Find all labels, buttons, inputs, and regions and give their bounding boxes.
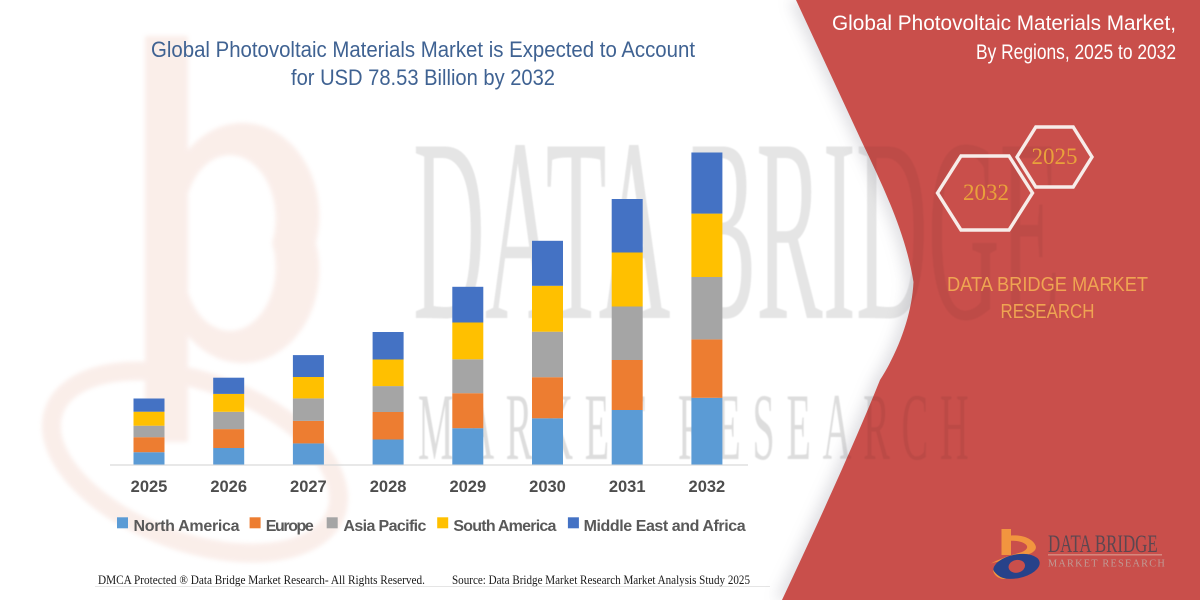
svg-text:2030: 2030 [529,478,566,496]
svg-text:2032: 2032 [963,180,1009,205]
svg-text:DATA BRIDGE MARKET: DATA BRIDGE MARKET [947,274,1148,296]
svg-text:DMCA Protected ® Data Bridge M: DMCA Protected ® Data Bridge Market Rese… [98,572,425,587]
svg-text:Global Photovoltaic Materials: Global Photovoltaic Materials Market, [832,12,1176,35]
svg-text:Asia Pacific: Asia Pacific [343,518,426,535]
svg-text:North America: North America [134,518,240,535]
svg-text:Europe: Europe [266,518,314,535]
svg-text:2027: 2027 [290,478,327,496]
svg-text:2031: 2031 [609,478,646,496]
svg-text:2025: 2025 [1032,144,1078,169]
svg-text:2032: 2032 [689,478,726,496]
svg-text:2028: 2028 [370,478,407,496]
svg-text:2026: 2026 [210,478,247,496]
svg-text:Middle East and Africa: Middle East and Africa [584,518,746,535]
svg-text:Source: Data Bridge Market Res: Source: Data Bridge Market Research Mark… [452,572,750,587]
svg-text:Global Photovoltaic Materials: Global Photovoltaic Materials Market is … [151,37,696,62]
svg-text:RESEARCH: RESEARCH [1001,301,1095,323]
svg-text:2029: 2029 [449,478,486,496]
svg-text:By Regions, 2025 to 2032: By Regions, 2025 to 2032 [976,41,1176,64]
svg-text:DATA BRIDGE: DATA BRIDGE [1048,530,1158,558]
svg-text:for USD 78.53 Billion by 2032: for USD 78.53 Billion by 2032 [291,65,555,90]
svg-text:2025: 2025 [131,478,168,496]
svg-text:MARKET RESEARCH: MARKET RESEARCH [1048,559,1166,570]
svg-text:South America: South America [453,518,556,535]
